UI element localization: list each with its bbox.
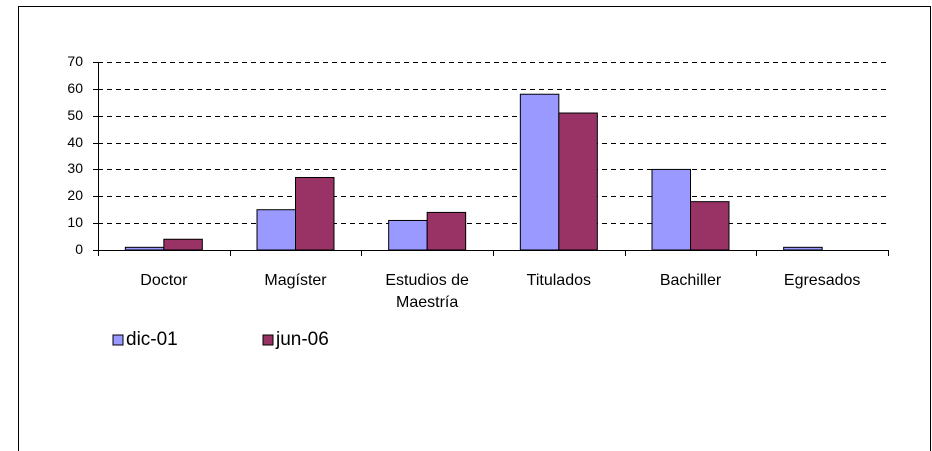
x-tick-label: Magíster: [264, 272, 327, 289]
bar: [295, 176, 335, 251]
x-tick-label: Estudios de Maestría: [385, 272, 469, 311]
y-tick-label: 30: [67, 160, 83, 176]
y-tick-label: 50: [67, 107, 83, 123]
y-tick-label: 60: [67, 80, 83, 96]
legend-label: jun-06: [276, 329, 329, 350]
y-tick-label: 40: [67, 134, 83, 150]
legend-swatch: [262, 334, 274, 346]
bar: [558, 112, 598, 251]
x-tick-label: Bachiller: [659, 272, 722, 289]
bar: [690, 201, 730, 251]
bar: [124, 246, 165, 251]
y-tick-label: 10: [67, 214, 83, 230]
y-tick-label: 0: [75, 241, 83, 257]
x-tick-label: Doctor: [140, 272, 188, 289]
bar: [426, 211, 467, 251]
legend-label: dic-01: [126, 329, 178, 350]
chart-frame: [18, 6, 931, 451]
legend-swatch: [112, 334, 124, 346]
bar: [651, 168, 691, 251]
x-tick-label: Egresados: [783, 272, 861, 289]
bar: [519, 93, 560, 251]
x-tick-label: Titulados: [526, 272, 591, 289]
bar: [256, 209, 296, 251]
bar: [163, 238, 203, 251]
bar: [388, 219, 428, 251]
y-tick-label: 20: [67, 187, 83, 203]
bar: [783, 246, 823, 251]
y-tick-label: 70: [67, 53, 83, 69]
